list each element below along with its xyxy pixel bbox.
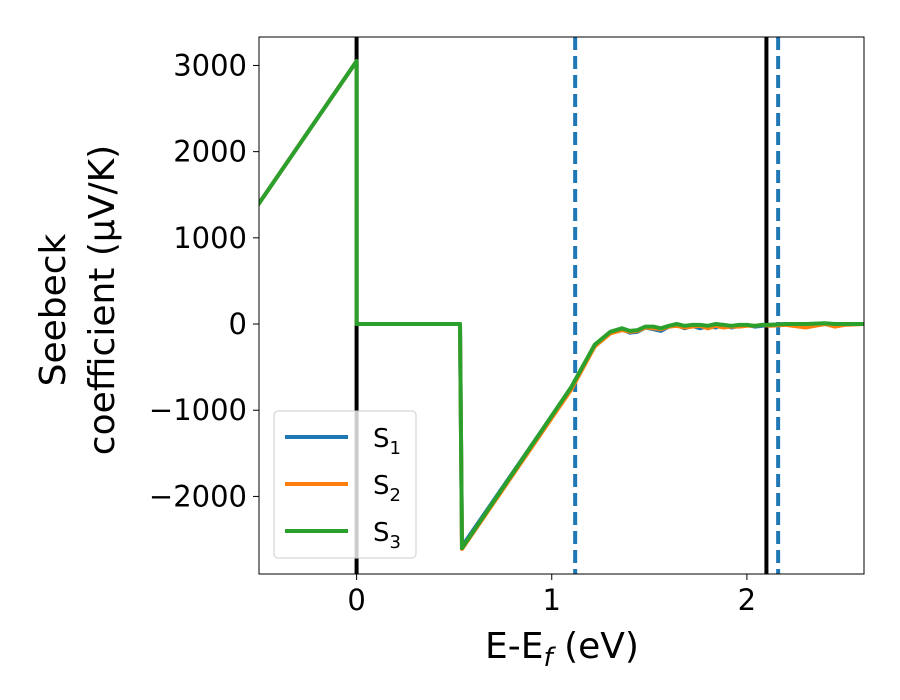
y-tick-label: −2000 <box>149 479 247 513</box>
y-tick-label: −1000 <box>149 393 247 427</box>
y-tick-label: 0 <box>229 307 247 341</box>
x-tick-label: 0 <box>347 583 365 617</box>
y-axis-label-line1: Seebeck <box>33 233 74 386</box>
legend-label-s1: S1 <box>373 424 401 459</box>
y-tick-label: 3000 <box>173 48 247 82</box>
legend-label-s2: S2 <box>373 471 401 506</box>
legend: S1 S2 S3 <box>273 410 417 559</box>
series-layer <box>259 59 864 551</box>
x-axis-ticks: 0 1 2 <box>347 574 756 617</box>
series-line-s3 <box>259 59 864 551</box>
legend-label-s3: S3 <box>373 518 401 553</box>
x-tick-label: 1 <box>543 583 561 617</box>
y-axis-ticks: 3000 2000 1000 0 −1000 −2000 <box>149 48 259 513</box>
x-tick-label: 2 <box>738 583 756 617</box>
vertical-reference-lines <box>354 37 781 574</box>
x-axis-label: E-Ef (eV) <box>485 626 639 673</box>
y-tick-label: 1000 <box>173 221 247 255</box>
y-tick-label: 2000 <box>173 135 247 169</box>
y-axis-label-line2: coefficient (μV/K) <box>82 145 123 455</box>
plot-frame <box>258 36 865 575</box>
